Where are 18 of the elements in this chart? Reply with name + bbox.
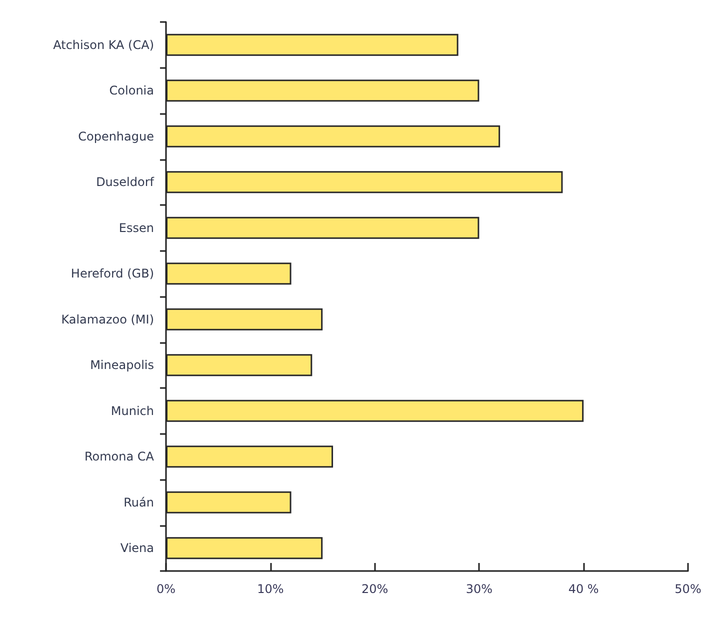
y-tick-label: Munich xyxy=(110,404,154,418)
x-tick-label: 30% xyxy=(466,582,493,596)
y-tick-label: Duseldorf xyxy=(96,175,155,190)
y-tick-label: Romona CA xyxy=(84,450,155,464)
y-tick-label: Atchison KA (CA) xyxy=(53,38,154,52)
x-tick-label: 0% xyxy=(156,582,176,596)
y-tick-label: Essen xyxy=(118,220,154,235)
y-tick-label: Copenhague xyxy=(78,129,154,144)
y-tick-label: Ruán xyxy=(124,495,154,510)
y-tick-label: Hereford (GB) xyxy=(70,266,154,281)
y-tick-label: Mineapolis xyxy=(90,358,154,372)
x-tick-label: 10% xyxy=(257,582,284,596)
x-tick-label: 40 % xyxy=(568,582,599,596)
x-tick-label: 20% xyxy=(361,582,388,596)
x-tick-label: 50% xyxy=(674,582,702,596)
y-tick-label: Colonia xyxy=(109,84,154,98)
y-tick-label: Viena xyxy=(120,541,154,556)
y-tick-label: Kalamazoo (MI) xyxy=(61,312,154,326)
